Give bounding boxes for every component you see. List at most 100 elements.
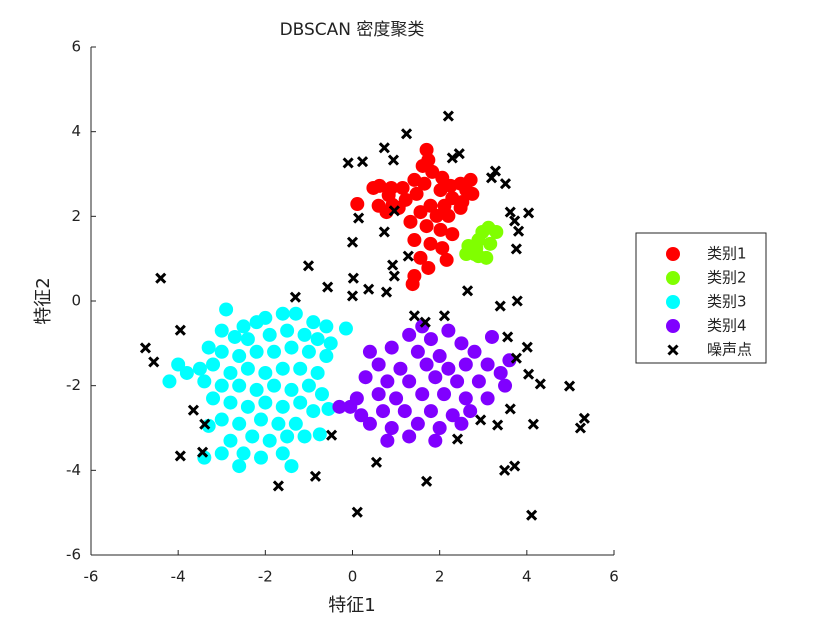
- point: [370, 456, 383, 468]
- point: [395, 180, 410, 195]
- point: [421, 475, 433, 487]
- point: [253, 450, 268, 465]
- point: [297, 327, 312, 342]
- point: [419, 219, 434, 234]
- point: [428, 433, 443, 448]
- legend-marker: [666, 295, 680, 309]
- point: [310, 365, 325, 380]
- point: [527, 418, 539, 430]
- point: [201, 340, 216, 355]
- point: [258, 365, 273, 380]
- point: [380, 433, 395, 448]
- point: [262, 327, 277, 342]
- point: [346, 290, 359, 302]
- point: [489, 224, 504, 239]
- point: [258, 395, 273, 410]
- point: [319, 319, 334, 334]
- point: [262, 433, 277, 448]
- point: [310, 332, 325, 347]
- point: [240, 361, 255, 376]
- point: [402, 327, 417, 342]
- point: [227, 329, 242, 344]
- point: [410, 344, 425, 359]
- point: [475, 414, 487, 426]
- point: [293, 395, 308, 410]
- point: [343, 399, 358, 414]
- point: [301, 344, 316, 359]
- point: [388, 205, 400, 217]
- x-tick-label: -4: [171, 568, 186, 586]
- point: [380, 374, 395, 389]
- point: [174, 450, 186, 462]
- point: [421, 260, 436, 275]
- plot-points: [139, 110, 590, 521]
- point: [275, 306, 290, 321]
- point: [419, 316, 431, 328]
- point: [219, 302, 234, 317]
- x-tick-label: 0: [348, 568, 358, 586]
- point: [289, 291, 301, 303]
- point: [280, 323, 295, 338]
- point: [148, 356, 160, 368]
- point: [441, 361, 456, 376]
- point: [249, 344, 264, 359]
- point: [271, 416, 286, 431]
- y-tick-label: 0: [71, 292, 81, 310]
- point: [499, 178, 512, 190]
- point: [275, 399, 290, 414]
- point: [433, 222, 448, 237]
- point: [376, 404, 391, 419]
- point: [356, 156, 369, 168]
- point: [563, 380, 576, 392]
- point: [284, 382, 299, 397]
- point: [214, 446, 229, 461]
- y-tick-label: 4: [71, 122, 81, 140]
- point: [453, 200, 468, 215]
- point: [509, 460, 521, 472]
- point: [454, 336, 469, 351]
- point: [523, 368, 535, 380]
- point: [309, 470, 322, 482]
- point: [471, 374, 486, 389]
- point: [493, 365, 508, 380]
- legend-label: 类别3: [707, 293, 747, 311]
- legend-label: 类别1: [707, 245, 747, 263]
- point: [249, 382, 264, 397]
- point: [526, 509, 538, 521]
- legend-marker: [666, 319, 680, 333]
- legend-label: 噪声点: [707, 341, 752, 359]
- legend-label: 类别4: [707, 317, 747, 335]
- point: [223, 433, 238, 448]
- point: [415, 387, 430, 402]
- point: [423, 236, 438, 251]
- point: [403, 214, 418, 229]
- point: [284, 459, 299, 474]
- point: [402, 374, 417, 389]
- point: [504, 403, 516, 415]
- point: [498, 378, 513, 393]
- point: [393, 361, 408, 376]
- point: [435, 241, 450, 256]
- point: [405, 277, 420, 292]
- point: [284, 340, 299, 355]
- y-axis-label: 特征2: [33, 277, 54, 324]
- point: [353, 212, 365, 224]
- point: [342, 157, 354, 169]
- point: [439, 252, 454, 267]
- point: [338, 321, 353, 336]
- point: [380, 286, 393, 298]
- point: [453, 148, 465, 160]
- point: [293, 361, 308, 376]
- point: [197, 374, 212, 389]
- point: [192, 361, 207, 376]
- legend-marker: [667, 344, 679, 356]
- point: [446, 152, 458, 164]
- point: [389, 391, 404, 406]
- point: [445, 408, 460, 423]
- y-tick-label: 2: [71, 207, 81, 225]
- point: [437, 387, 452, 402]
- point: [240, 399, 255, 414]
- point: [214, 378, 229, 393]
- point: [521, 341, 533, 353]
